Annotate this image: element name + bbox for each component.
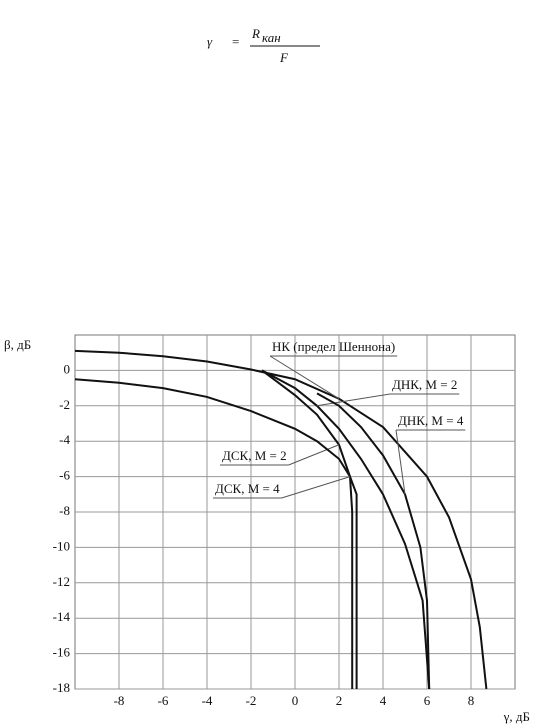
formula-sub: кан [262,30,281,45]
y-tick-label: 0 [64,361,71,376]
formula-num: R [251,26,260,41]
label-leader [395,429,406,495]
y-tick-label: -10 [53,538,70,553]
y-tick-label: -8 [59,503,70,518]
label-leader [316,393,391,407]
series-line [316,392,431,690]
x-tick-label: 4 [380,693,387,708]
x-tick-label: 6 [424,693,431,708]
series-label: ДСК, M = 4 [215,481,280,496]
series-label: ДНК, M = 4 [398,413,464,428]
label-leader [288,444,340,466]
y-axis-label: β, дБ [4,337,31,352]
y-tick-label: -18 [53,680,70,695]
x-tick-label: 8 [468,693,475,708]
y-tick-label: -16 [53,645,71,660]
formula-eq: = [232,34,239,49]
formula-den: F [279,50,289,65]
series-line [261,369,431,690]
series-label: НК (предел Шеннона) [272,339,395,354]
x-tick-label: 2 [336,693,343,708]
formula-lhs: γ [207,34,213,49]
x-tick-label: -6 [158,693,169,708]
series-line [74,378,358,689]
series-label: ДНК, M = 2 [392,377,457,392]
label-leader [269,355,340,400]
y-tick-label: -4 [59,432,70,447]
label-leader [281,476,351,499]
y-tick-label: -2 [59,397,70,412]
x-tick-label: -4 [202,693,213,708]
x-tick-label: -2 [246,693,257,708]
y-tick-label: -14 [53,609,71,624]
x-tick-label: 0 [292,693,299,708]
y-tick-label: -6 [59,468,70,483]
y-tick-label: -12 [53,574,70,589]
x-axis-label: γ, дБ [503,709,530,724]
series-label: ДСК, M = 2 [222,448,287,463]
x-tick-label: -8 [114,693,125,708]
